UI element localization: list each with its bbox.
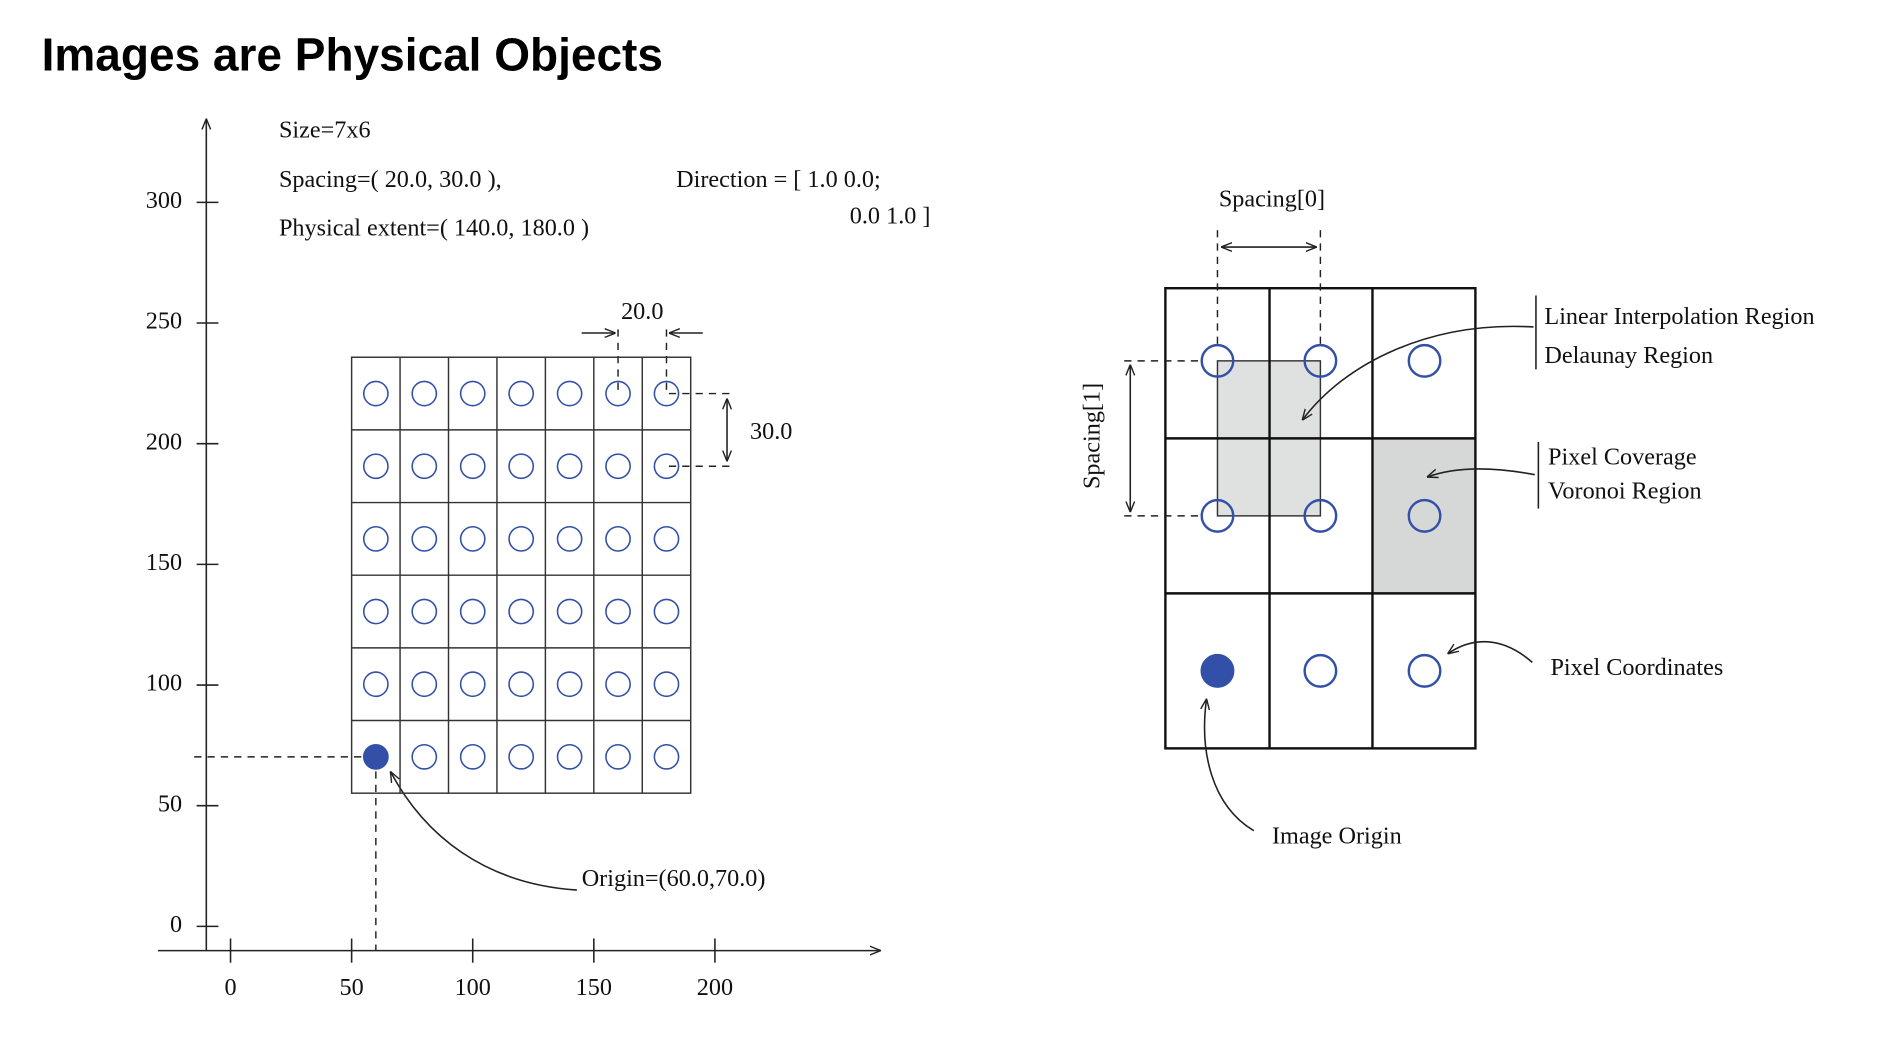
pixel bbox=[605, 453, 631, 480]
origin-pointer bbox=[390, 771, 577, 891]
pixel bbox=[411, 598, 438, 625]
pixel bbox=[411, 453, 438, 480]
pixel bbox=[459, 380, 486, 407]
pixel bbox=[556, 380, 583, 407]
spacing-x-label: 20.0 bbox=[621, 298, 663, 325]
pixel bbox=[605, 598, 631, 625]
pixel bbox=[1407, 343, 1442, 378]
pixel bbox=[411, 671, 438, 698]
pixel bbox=[459, 671, 486, 698]
pixel bbox=[508, 598, 535, 625]
x-tick-label: 0 bbox=[224, 974, 236, 1001]
pixel bbox=[459, 525, 486, 552]
origin-label: Origin=(60.0,70.0) bbox=[582, 865, 766, 892]
pixel bbox=[605, 743, 631, 770]
pixel bbox=[653, 380, 680, 407]
pixel bbox=[1200, 498, 1235, 533]
pixel bbox=[605, 525, 631, 552]
voronoi-cell bbox=[1372, 438, 1476, 594]
pixel bbox=[556, 453, 583, 480]
pixel bbox=[556, 743, 583, 770]
pixel bbox=[653, 598, 680, 625]
y-tick-label: 150 bbox=[146, 549, 182, 576]
voronoi-label: Voronoi Region bbox=[1548, 477, 1702, 504]
pixel bbox=[605, 380, 631, 407]
spacing-1-label: Spacing[1] bbox=[1079, 383, 1106, 489]
pixel bbox=[508, 671, 535, 698]
pixel bbox=[556, 598, 583, 625]
pixel bbox=[411, 525, 438, 552]
pixel bbox=[653, 525, 680, 552]
delaunay-label: Delaunay Region bbox=[1544, 342, 1713, 369]
pixel bbox=[459, 598, 486, 625]
direction-label: Direction = [ 1.0 0.0; bbox=[676, 166, 881, 193]
x-tick-label: 50 bbox=[340, 974, 364, 1001]
pixel bbox=[508, 525, 535, 552]
pixel bbox=[556, 671, 583, 698]
pixel bbox=[459, 743, 486, 770]
pixel bbox=[508, 743, 535, 770]
linear-pointer bbox=[1302, 325, 1534, 420]
spacing-y-label: 30.0 bbox=[750, 418, 792, 445]
y-tick-label: 50 bbox=[158, 790, 182, 817]
pixel bbox=[362, 453, 389, 480]
pixel bbox=[1303, 498, 1338, 533]
image-origin-pointer bbox=[1205, 699, 1255, 832]
pixel bbox=[411, 743, 438, 770]
origin-pixel bbox=[1200, 653, 1235, 688]
pixel bbox=[1303, 653, 1338, 688]
extent-label: Physical extent=( 140.0, 180.0 ) bbox=[279, 215, 589, 242]
pixel bbox=[1303, 343, 1338, 378]
pixel bbox=[508, 380, 535, 407]
x-tick-label: 200 bbox=[697, 974, 733, 1001]
pixel bbox=[1200, 343, 1235, 378]
pixel bbox=[556, 525, 583, 552]
linear-label: Linear Interpolation Region bbox=[1544, 303, 1814, 330]
pixel bbox=[362, 671, 389, 698]
spacing-0-label: Spacing[0] bbox=[1219, 186, 1325, 213]
pixel bbox=[1407, 498, 1442, 533]
pixel bbox=[362, 598, 389, 625]
slide-title: Images are Physical Objects bbox=[42, 28, 663, 80]
pixel bbox=[605, 671, 631, 698]
y-tick-label: 100 bbox=[146, 670, 182, 697]
y-tick-label: 200 bbox=[146, 428, 182, 455]
x-tick-label: 150 bbox=[576, 974, 612, 1001]
left-diagram: Size=7x6 Spacing=( 20.0, 30.0 ), Directi… bbox=[146, 117, 931, 1001]
y-tick-label: 0 bbox=[170, 911, 182, 938]
coverage-pointer bbox=[1427, 468, 1535, 477]
pixel bbox=[1407, 653, 1442, 688]
coordinates-label: Pixel Coordinates bbox=[1550, 654, 1723, 681]
origin-pixel bbox=[362, 743, 389, 770]
pixel bbox=[411, 380, 438, 407]
direction-label: 0.0 1.0 ] bbox=[850, 203, 931, 230]
y-tick-label: 300 bbox=[146, 187, 182, 214]
size-label: Size=7x6 bbox=[279, 117, 371, 144]
y-tick-label: 250 bbox=[146, 308, 182, 335]
pixel bbox=[362, 525, 389, 552]
x-tick-label: 100 bbox=[455, 974, 491, 1001]
pixel bbox=[653, 743, 680, 770]
pixel bbox=[653, 453, 680, 480]
pixel bbox=[459, 453, 486, 480]
right-diagram: Spacing[0] Spacing[1] Linear Interpolati… bbox=[1079, 186, 1815, 850]
image-origin-label: Image Origin bbox=[1272, 823, 1402, 850]
coordinates-pointer bbox=[1448, 640, 1533, 663]
spacing-label: Spacing=( 20.0, 30.0 ), bbox=[279, 166, 502, 193]
pixel bbox=[362, 380, 389, 407]
pixel bbox=[508, 453, 535, 480]
pixel bbox=[653, 671, 680, 698]
coverage-label: Pixel Coverage bbox=[1548, 444, 1697, 471]
